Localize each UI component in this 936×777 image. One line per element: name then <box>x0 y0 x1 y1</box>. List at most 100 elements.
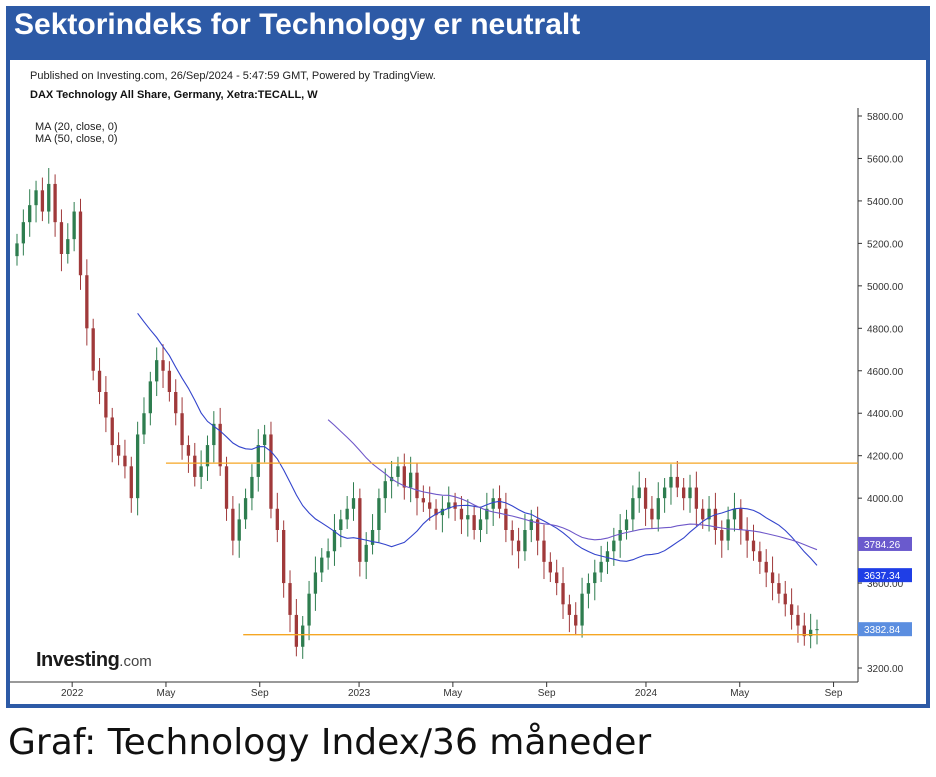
candle-body <box>510 530 514 541</box>
candle-body <box>567 604 572 615</box>
candle-body <box>624 519 629 530</box>
candle-body <box>377 498 381 530</box>
y-tick-label: 4800.00 <box>867 324 904 335</box>
candle-body <box>97 370 102 392</box>
candle-body <box>440 508 445 516</box>
candle-body <box>34 190 38 206</box>
candle-body <box>447 502 451 509</box>
candle-body <box>256 445 260 477</box>
candle-body <box>485 508 489 520</box>
candle-body <box>612 540 616 552</box>
candle-body <box>758 551 762 562</box>
ma50-line <box>327 419 818 551</box>
candle-body <box>345 508 349 520</box>
y-tick-label: 5400.00 <box>867 197 904 208</box>
x-tick-label: 2022 <box>61 688 84 699</box>
candle-body <box>770 572 775 584</box>
logo-name: Investing <box>36 649 120 671</box>
candle-body <box>542 540 546 562</box>
candle-body <box>637 487 641 499</box>
candle-body <box>726 519 730 541</box>
candle-body <box>85 275 89 329</box>
candle-body <box>586 583 591 594</box>
candle-body <box>789 604 794 615</box>
candle-body <box>548 561 552 573</box>
candle-body <box>313 572 318 594</box>
candle-body <box>599 561 603 573</box>
candle-body <box>561 583 565 605</box>
candle-body <box>167 370 172 392</box>
y-tick-label: 4400.00 <box>867 409 904 420</box>
x-tick-label: May <box>443 688 462 699</box>
y-tick-label: 5000.00 <box>867 282 904 293</box>
y-tick-label: 3600.00 <box>867 579 904 590</box>
x-tick-label: Sep <box>251 688 269 699</box>
candle-body <box>250 476 254 499</box>
chart-area: 3200.003400.003600.003800.004000.004200.… <box>10 60 926 704</box>
candle-body <box>516 540 521 552</box>
candle-body <box>91 328 95 371</box>
candle-body <box>434 508 438 516</box>
candle-body <box>262 434 267 446</box>
price-tag-box <box>858 536 912 551</box>
candle-body <box>707 508 711 520</box>
candle-body <box>478 519 483 530</box>
candle-body <box>383 481 387 499</box>
candle-body <box>307 593 311 626</box>
candle-body <box>720 530 724 541</box>
candle-body <box>224 466 229 509</box>
candle-body <box>535 519 540 541</box>
price-tag-label: 3382.84 <box>864 625 901 636</box>
x-tick-label: Sep <box>538 688 556 699</box>
candle-body <box>650 508 654 520</box>
candle-body <box>66 239 70 254</box>
candle-body <box>701 508 705 520</box>
candle-body <box>618 530 622 541</box>
investing-logo: Investing.com <box>36 649 152 672</box>
candle-body <box>764 561 768 573</box>
candle-body <box>796 614 800 626</box>
candle-body <box>110 417 114 446</box>
candle-body <box>555 572 559 584</box>
candle-body <box>21 222 26 244</box>
candle-body <box>351 498 356 509</box>
candle-body <box>631 498 635 520</box>
ma50-label: MA (50, close, 0) <box>35 133 118 145</box>
candle-body <box>605 551 610 562</box>
caption: Graf: Technology Index/36 måneder <box>8 722 652 763</box>
candle-body <box>497 498 502 509</box>
candle-body <box>199 466 203 477</box>
candle-body <box>28 205 32 223</box>
candle-body <box>237 519 241 541</box>
candle-body <box>282 530 286 584</box>
candle-body <box>332 530 337 552</box>
candle-body <box>472 515 476 530</box>
candle-body <box>129 466 133 499</box>
candle-body <box>529 519 533 530</box>
candle-body <box>326 551 330 558</box>
x-tick-label: 2023 <box>348 688 371 699</box>
candle-body <box>593 572 597 584</box>
candle-body <box>396 466 400 477</box>
candle-body <box>574 614 578 626</box>
y-tick-label: 4600.00 <box>867 367 904 378</box>
candle-body <box>294 614 299 647</box>
y-tick-label: 5800.00 <box>867 112 904 123</box>
candle-body <box>148 381 152 414</box>
candle-body <box>402 466 406 488</box>
candle-body <box>739 508 743 530</box>
candle-body <box>662 487 667 499</box>
candle-body <box>364 544 368 562</box>
candle-body <box>135 434 140 499</box>
candle-body <box>688 487 692 499</box>
candle-body <box>751 540 756 552</box>
headline: Sektorindeks for Technology er neutralt <box>14 8 581 41</box>
candle-body <box>643 487 648 509</box>
logo-suffix: .com <box>119 653 152 670</box>
candle-body <box>415 472 419 499</box>
candle-body <box>745 530 749 541</box>
candle-body <box>732 508 737 520</box>
candle-body <box>459 508 464 520</box>
price-tag-label: 3784.26 <box>864 540 901 551</box>
candle-body <box>53 183 57 223</box>
